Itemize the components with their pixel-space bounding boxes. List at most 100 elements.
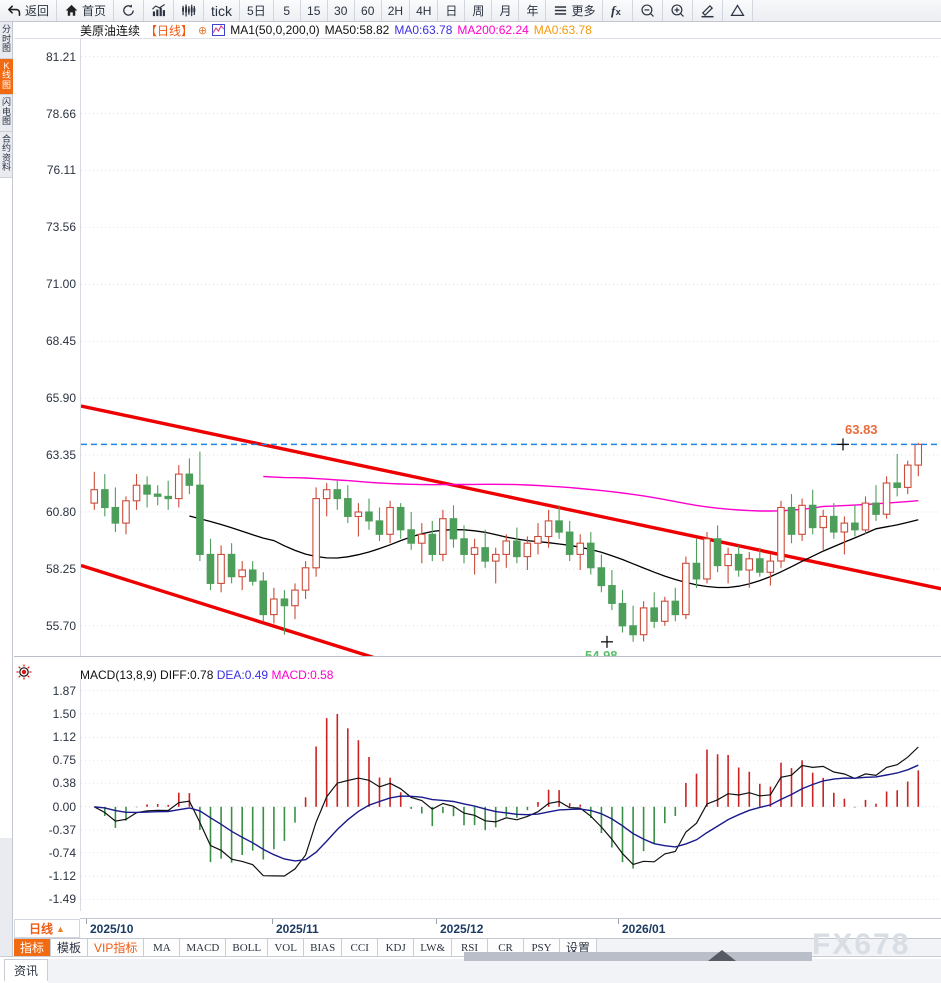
macd-chart-svg <box>81 690 941 900</box>
time-axis-label: 2025/11 <box>276 922 319 936</box>
tab-cr[interactable]: CR <box>488 939 525 956</box>
period-4h-button[interactable]: 4H <box>410 0 439 21</box>
price-axis-label: 71.00 <box>45 277 76 292</box>
zoom-out-icon <box>640 3 655 18</box>
sidebar-item-kline[interactable]: K线图 <box>0 58 13 95</box>
home-button-label: 首页 <box>82 4 107 18</box>
price-axis-label: 65.90 <box>45 391 76 406</box>
macd-plot-area[interactable] <box>80 679 941 911</box>
sidebar-item-timeshare[interactable]: 分时图 <box>0 22 13 59</box>
horizontal-scrollbar[interactable] <box>464 952 812 961</box>
ma0-blue-value: MA0:63.78 <box>394 23 453 37</box>
macd-title: MACD(13,8,9) <box>80 668 157 682</box>
tick-button[interactable]: tick <box>204 0 241 21</box>
price-axis-label: 60.80 <box>45 504 76 519</box>
symbol-name: 美原油连续 <box>80 23 141 38</box>
macd-axis-label: 1.87 <box>52 683 76 698</box>
pen-icon <box>700 3 715 18</box>
bottom-tab-filler <box>597 939 941 956</box>
indicator-icon[interactable] <box>212 24 226 36</box>
period-5m-button[interactable]: 5 <box>273 0 301 21</box>
high-marker: 63.83 <box>845 422 878 438</box>
tab-kdj[interactable]: KDJ <box>378 939 415 956</box>
macd-axis-label: 0.38 <box>52 776 76 791</box>
price-plot-area[interactable]: 63.83 54.98 <box>80 39 941 657</box>
back-arrow-icon <box>7 3 22 18</box>
period-5d-button[interactable]: 5日 <box>240 0 274 21</box>
time-axis-tick <box>272 919 273 924</box>
ma-params: MA1(50,0,200,0) <box>230 23 320 37</box>
price-axis-label: 68.45 <box>45 334 76 349</box>
macd-axis: 1.87 1.50 1.12 0.75 0.38 0.00 -0.37 -0.74 -1.12 -… <box>14 679 80 911</box>
zoom-in-button[interactable] <box>663 0 694 21</box>
hamburger-icon <box>553 3 568 18</box>
macd-axis-label: -1.49 <box>48 892 76 907</box>
tab-vol[interactable]: VOL <box>268 939 305 956</box>
shape-button[interactable] <box>723 0 754 21</box>
candlestick-button[interactable] <box>174 0 205 21</box>
sidebar-item-contract[interactable]: 合约资料 <box>0 132 13 178</box>
period-30m-button-label: 30 <box>334 3 348 18</box>
tab-boll[interactable]: BOLL <box>226 939 269 956</box>
sidebar-filler <box>0 177 12 838</box>
macd-axis-label: -0.37 <box>48 822 76 837</box>
draw-button[interactable] <box>693 0 724 21</box>
tab-news[interactable]: 资讯 <box>4 959 48 981</box>
tab-ma[interactable]: MA <box>144 939 181 956</box>
scrollbar-grip-icon[interactable] <box>708 950 736 961</box>
caret-up-icon: ▲ <box>56 923 65 934</box>
period-selector[interactable]: 日线 ▲ <box>14 919 80 938</box>
macd-macd-value: MACD:0.58 <box>271 668 334 682</box>
macd-header: MACD(13,8,9) DIFF:0.78 DEA:0.49 MACD:0.5… <box>80 668 333 682</box>
period-selector-label: 日线 <box>29 922 54 936</box>
home-icon <box>64 3 79 18</box>
tab-settings[interactable]: 设置 <box>560 939 598 956</box>
refresh-button[interactable] <box>114 0 145 21</box>
bar-chart-button[interactable] <box>144 0 175 21</box>
macd-axis-label: 1.50 <box>52 706 76 721</box>
home-button[interactable]: 首页 <box>57 0 115 21</box>
period-day-button[interactable]: 日 <box>438 0 466 21</box>
ma200-value: MA200:62.24 <box>457 23 529 37</box>
tab-lw[interactable]: LW& <box>414 939 453 956</box>
tab-macd[interactable]: MACD <box>180 939 227 956</box>
zoom-in-icon <box>670 3 685 18</box>
left-sidebar: 分时图 K线图闪电图 合约资料 <box>0 22 13 962</box>
macd-axis-label: -0.74 <box>48 845 76 860</box>
svg-text:x: x <box>616 7 622 17</box>
zoom-out-button[interactable] <box>633 0 664 21</box>
tab-psy[interactable]: PSY <box>524 939 561 956</box>
price-axis-label: 81.21 <box>45 49 76 64</box>
back-button[interactable]: 返回 <box>0 0 58 21</box>
tab-indicator[interactable]: 指标 <box>14 939 52 956</box>
more-button[interactable]: 更多 <box>546 0 604 21</box>
period-60m-button-label: 60 <box>361 3 375 18</box>
period-day-button-label: 日 <box>445 4 458 18</box>
period-30m-button[interactable]: 30 <box>327 0 355 21</box>
period-week-button[interactable]: 周 <box>465 0 493 21</box>
tab-rsi[interactable]: RSI <box>452 939 489 956</box>
sidebar-item-contract-label: 合约资料 <box>1 133 11 172</box>
period-15m-button[interactable]: 15 <box>300 0 328 21</box>
tab-vip-indicator[interactable]: VIP指标 <box>88 939 145 956</box>
tab-template[interactable]: 模板 <box>51 939 89 956</box>
ma0-orange-value: MA0:63.78 <box>533 23 592 37</box>
period-15m-button-label: 15 <box>307 3 321 18</box>
macd-axis-label: -1.12 <box>48 869 76 884</box>
tab-cci[interactable]: CCI <box>342 939 379 956</box>
period-2h-button[interactable]: 2H <box>381 0 411 21</box>
sidebar-item-kline-label: K线图 <box>1 60 11 90</box>
macd-panel: MACD(13,8,9) DIFF:0.78 DEA:0.49 MACD:0.5… <box>14 656 941 918</box>
sun-settings-icon[interactable] <box>16 664 32 680</box>
macd-axis-label: 1.12 <box>52 730 76 745</box>
price-axis-label: 63.35 <box>45 448 76 463</box>
period-year-button[interactable]: 年 <box>519 0 547 21</box>
refresh-icon <box>121 3 136 18</box>
period-month-button[interactable]: 月 <box>492 0 520 21</box>
tab-bias[interactable]: BIAS <box>304 939 343 956</box>
crosshair-target-icon[interactable]: ⊕ <box>198 24 208 37</box>
period-60m-button[interactable]: 60 <box>354 0 382 21</box>
macd-axis-label: 0.00 <box>52 799 76 814</box>
sidebar-item-lightning[interactable]: 闪电图 <box>0 95 13 132</box>
